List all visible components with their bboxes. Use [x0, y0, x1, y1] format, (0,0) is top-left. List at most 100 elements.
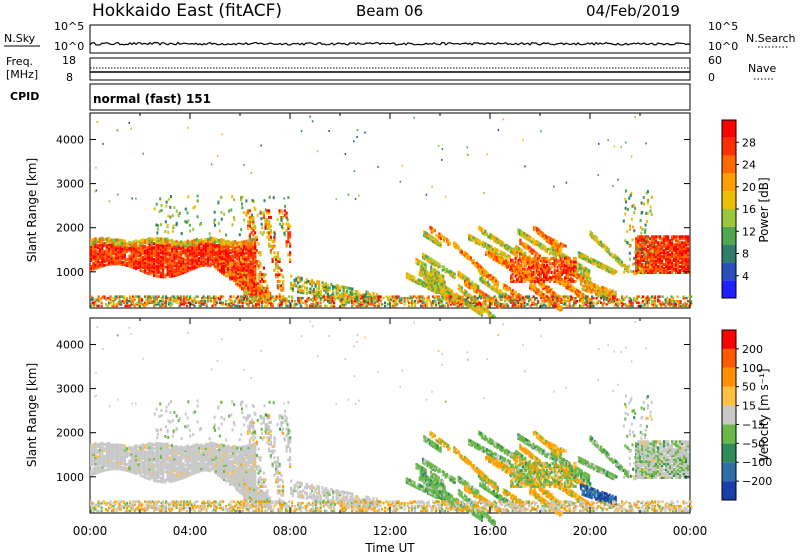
power-cell	[247, 280, 250, 284]
power-cell	[520, 266, 523, 270]
power-cell	[537, 256, 540, 260]
power-cell	[421, 261, 424, 265]
power-cell	[594, 259, 597, 263]
power-cell	[216, 238, 219, 242]
power-cell	[141, 252, 144, 256]
power-cell	[177, 257, 180, 260]
power-cell	[645, 269, 648, 272]
power-cell	[673, 269, 676, 272]
power-cell	[110, 238, 113, 242]
power-cell	[430, 238, 433, 242]
power-cell	[114, 244, 117, 248]
power-cell	[574, 265, 577, 269]
power-cell	[514, 274, 517, 278]
power-cell	[231, 256, 234, 260]
power-cell	[594, 261, 597, 265]
power-cell	[284, 204, 286, 208]
power-cell	[213, 263, 216, 267]
power-cell	[276, 271, 279, 274]
power-cell	[552, 243, 555, 247]
power-cell	[568, 285, 571, 289]
power-cell	[319, 293, 322, 297]
power-cell	[437, 274, 440, 278]
power-cell	[115, 296, 118, 300]
power-cell	[257, 242, 260, 246]
power-cell	[164, 275, 167, 279]
power-cell	[137, 250, 140, 254]
power-cell	[432, 259, 435, 263]
power-cell	[541, 279, 544, 283]
power-cell	[489, 244, 492, 248]
power-cell	[227, 264, 230, 268]
power-cell	[217, 268, 220, 272]
power-cell	[483, 280, 486, 284]
power-cell	[578, 266, 581, 270]
power-cell	[202, 243, 205, 247]
power-cell	[555, 247, 558, 251]
power-cell	[552, 256, 555, 260]
power-cell	[546, 267, 549, 271]
power-cell	[546, 276, 549, 280]
power-cell	[564, 271, 567, 274]
power-cell	[207, 255, 210, 259]
power-cell	[215, 250, 218, 254]
power-cell	[498, 289, 501, 292]
power-cell	[118, 295, 121, 298]
power-cell	[220, 263, 223, 267]
power-cell	[457, 287, 460, 291]
power-cell	[471, 305, 475, 309]
power-cell	[168, 261, 171, 265]
power-cell	[321, 284, 324, 288]
power-cell	[426, 259, 429, 263]
power-cell	[187, 219, 190, 223]
power-cell	[157, 237, 160, 241]
power-cell	[507, 265, 510, 269]
power-cell	[236, 243, 239, 247]
power-cell	[537, 265, 540, 269]
power-cell	[280, 288, 283, 292]
power-cell	[602, 291, 605, 295]
power-cell	[141, 250, 144, 254]
power-cell	[515, 254, 519, 258]
power-cell	[439, 235, 442, 239]
power-cell	[613, 293, 616, 297]
power-cell	[186, 251, 189, 255]
power-cell	[591, 233, 594, 237]
power-cell	[605, 289, 608, 293]
power-cell	[153, 254, 156, 258]
power-cell	[428, 260, 431, 264]
power-cell	[114, 240, 117, 244]
power-cell	[112, 238, 115, 242]
power-cell	[245, 273, 248, 277]
power-cell	[252, 233, 255, 237]
power-cell	[144, 270, 147, 274]
power-cell	[453, 243, 456, 247]
power-cell	[249, 275, 252, 279]
power-cell	[323, 283, 326, 287]
power-cell	[532, 276, 535, 280]
power-cell	[97, 296, 100, 300]
power-cell	[546, 288, 549, 292]
power-cell	[685, 245, 688, 249]
power-cell	[647, 255, 650, 259]
power-cell	[520, 256, 523, 260]
power-cell	[485, 232, 488, 236]
power-cell	[518, 252, 522, 256]
power-cell	[426, 234, 429, 238]
power-cell	[139, 243, 142, 247]
power-cell	[335, 291, 338, 295]
power-cell	[254, 231, 257, 235]
power-cell	[526, 234, 529, 238]
power-cell	[193, 240, 196, 244]
power-cell	[439, 243, 442, 246]
power-cell	[538, 281, 541, 285]
power-cell	[645, 243, 648, 247]
power-cell	[141, 244, 144, 248]
power-cell	[589, 290, 592, 294]
power-cell	[141, 264, 144, 267]
power-cell	[346, 286, 349, 290]
power-cell	[367, 290, 370, 294]
power-cell	[247, 243, 250, 247]
power-cell	[459, 271, 462, 275]
power-cell	[677, 265, 680, 269]
